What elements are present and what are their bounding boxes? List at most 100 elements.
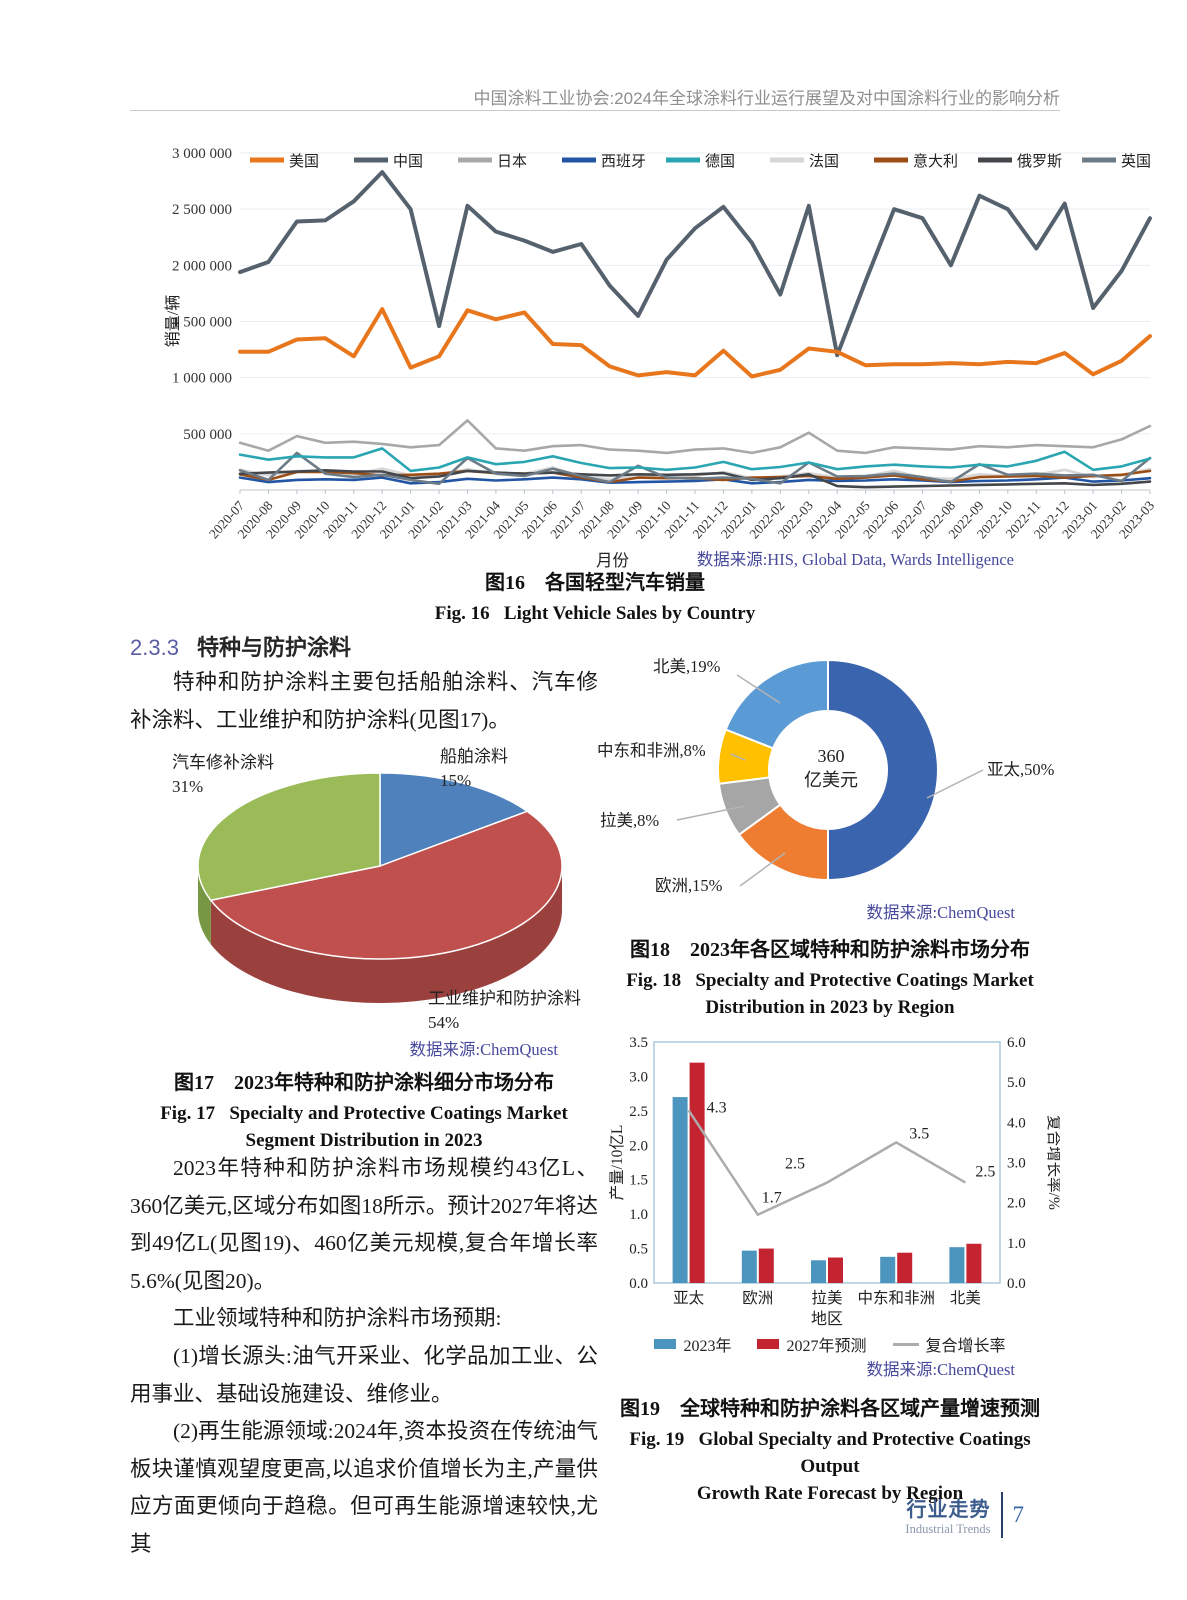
pie-label-船舶涂料: 船舶涂料 <box>440 747 508 766</box>
series-中国 <box>238 170 1152 358</box>
fig16-source: 数据来源:HIS, Global Data, Wards Intelligenc… <box>696 550 1014 569</box>
fig16-caption-cn: 图16 各国轻型汽车销量 <box>485 572 705 594</box>
cagr-label: 1.7 <box>762 1190 782 1207</box>
pie-pct-船舶涂料: 15% <box>440 771 471 790</box>
legend-label-西班牙: 西班牙 <box>601 153 646 170</box>
donut-label-中东和非洲: 中东和非洲,8% <box>597 741 706 760</box>
left-tick: 3.5 <box>629 1035 648 1051</box>
legend-item-2027年预测: 2027年预测 <box>757 1332 867 1356</box>
y-tick-label: 2 500 000 <box>172 202 232 218</box>
legend-label-日本: 日本 <box>497 153 527 170</box>
donut-label-亚太: 亚太,50% <box>987 760 1055 779</box>
fig17-caption-cn: 图17 2023年特种和防护涂料细分市场分布 <box>174 1072 554 1094</box>
bar-2023-拉美 <box>811 1260 826 1283</box>
footer-title-cn: 行业走势 <box>906 1499 991 1521</box>
cagr-line <box>687 1109 967 1217</box>
series-美国 <box>238 307 1152 379</box>
y-tick-label: 2 000 000 <box>172 258 232 274</box>
fig16-caption-en: Fig. 16 Light Vehicle Sales by Country <box>434 603 756 624</box>
fig16-caption: 图16 各国轻型汽车销量 Fig. 16 Light Vehicle Sales… <box>130 566 1060 627</box>
left-tick: 3.0 <box>629 1069 648 1085</box>
fig19-source: 数据来源:ChemQuest <box>866 1360 1015 1379</box>
right-tick: 1.0 <box>1007 1236 1026 1252</box>
bar-2023-中东和非洲 <box>880 1256 896 1283</box>
header-divider <box>130 110 1060 111</box>
pie-label-汽车修补涂料: 汽车修补涂料 <box>172 753 274 772</box>
bar-2027-中东和非洲 <box>897 1252 913 1283</box>
fig18-donut-chart: 亚太,50% 欧洲,15% 拉美,8% 中东和非洲,8% 北美,19% <box>597 657 1055 895</box>
left-tick: 2.0 <box>629 1138 648 1154</box>
section-heading: 2.3.3 特种与防护涂料 <box>130 630 351 662</box>
paragraph-4: (2)再生能源领域:2024年,资本投资在传统油气板块谨慎观望度更高,以追求价值… <box>130 1419 598 1556</box>
plot-border <box>653 1041 1001 1284</box>
footer-title-en: Industrial Trends <box>905 1522 991 1536</box>
right-tick: 2.0 <box>1007 1196 1026 1212</box>
y-tick-label: 3 000 000 <box>172 146 232 162</box>
legend-label-美国: 美国 <box>289 153 319 170</box>
leader-line <box>676 805 746 821</box>
left-tick: 1.0 <box>629 1207 648 1223</box>
category-label-欧洲: 欧洲 <box>742 1289 773 1307</box>
section-title: 特种与防护涂料 <box>196 635 351 660</box>
bar-2027-亚太 <box>689 1062 705 1283</box>
leader-line <box>736 674 781 704</box>
pie-pct-汽车修补涂料: 31% <box>172 777 203 796</box>
left-tick: 0.0 <box>629 1276 648 1292</box>
legend-label-德国: 德国 <box>705 152 735 170</box>
legend-swatch <box>892 1342 919 1346</box>
legend-label-英国: 英国 <box>1121 152 1151 170</box>
paragraph-intro: 特种和防护涂料主要包括船舶涂料、汽车修补涂料、工业维护和防护涂料(见图17)。 <box>130 670 598 732</box>
legend-label-中国: 中国 <box>393 153 423 170</box>
category-label-亚太: 亚太 <box>673 1289 705 1307</box>
fig17-caption: 图17 2023年特种和防护涂料细分市场分布 Fig. 17 Specialty… <box>130 1066 598 1154</box>
page-header-title: 中国涂料工业协会:2024年全球涂料行业运行展望及对中国涂料行业的影响分析 <box>473 89 1060 108</box>
fig16-line-chart: 500 000 1 000 000 1 500 000 2 000 000 2 500 … <box>164 146 1157 541</box>
right-tick: 5.0 <box>1007 1075 1026 1091</box>
bar-2023-亚太 <box>672 1097 688 1283</box>
fig16-x-axis-title: 月份 <box>596 551 629 570</box>
right-tick: 3.0 <box>1007 1156 1026 1172</box>
legend-label-法国: 法国 <box>809 153 839 170</box>
donut-label-北美: 北美,19% <box>653 657 721 676</box>
legend-label: 复合增长率 <box>925 1338 1006 1355</box>
fig19-legend: 2023年 2027年预测 复合增长率 <box>600 1332 1060 1356</box>
category-label-中东和非洲: 中东和非洲 <box>857 1289 935 1307</box>
fig18-center-unit: 亿美元 <box>804 770 858 790</box>
series-德国 <box>238 447 1152 473</box>
pie-slice-汽车修补涂料 <box>197 772 381 902</box>
series-西班牙 <box>238 476 1152 485</box>
right-tick: 6.0 <box>1007 1035 1026 1051</box>
series-英国 <box>238 451 1152 486</box>
fig18-source: 数据来源:ChemQuest <box>866 903 1015 922</box>
series-日本 <box>238 419 1152 455</box>
pie-pct-工业维护和防护涂料: 54% <box>428 1013 459 1032</box>
y-tick-label: 1 000 000 <box>172 371 232 387</box>
bar-2027-北美 <box>966 1243 982 1283</box>
bar-2023-北美 <box>949 1247 965 1283</box>
section-number: 2.3.3 <box>130 635 179 660</box>
fig19-caption: 图19 全球特种和防护涂料各区域产量增速预测 Fig. 19 Global Sp… <box>600 1392 1060 1507</box>
cagr-label: 2.5 <box>785 1156 805 1173</box>
left-tick: 2.5 <box>629 1104 648 1120</box>
bar-2027-拉美 <box>828 1257 843 1283</box>
leader-line <box>926 769 984 799</box>
pie-side-工业维护和防护涂料 <box>210 866 562 1003</box>
right-tick: 4.0 <box>1007 1115 1026 1131</box>
fig18-center-value: 360 <box>817 746 845 766</box>
fig18-center-label: 360 亿美元 <box>763 744 899 792</box>
cagr-label: 4.3 <box>707 1099 727 1116</box>
category-label-拉美: 拉美 <box>811 1289 842 1307</box>
legend-item-复合增长率: 复合增长率 <box>892 1332 1006 1356</box>
fig17-caption-en: Fig. 17 Specialty and Protective Coating… <box>160 1103 568 1151</box>
donut-label-拉美: 拉美,8% <box>600 811 659 830</box>
right-axis-title: 复合增长率/% <box>1045 1115 1060 1210</box>
pie-slice-船舶涂料 <box>379 772 529 868</box>
donut-label-欧洲: 欧洲,15% <box>655 876 723 895</box>
left-tick: 1.5 <box>629 1173 648 1189</box>
fig17-source: 数据来源:ChemQuest <box>409 1040 558 1059</box>
pie-slice-工业维护和防护涂料 <box>209 810 563 960</box>
pie-side-汽车修补涂料 <box>198 866 211 945</box>
donut-slice-亚太 <box>827 658 939 882</box>
bar-2023-欧洲 <box>741 1250 757 1283</box>
